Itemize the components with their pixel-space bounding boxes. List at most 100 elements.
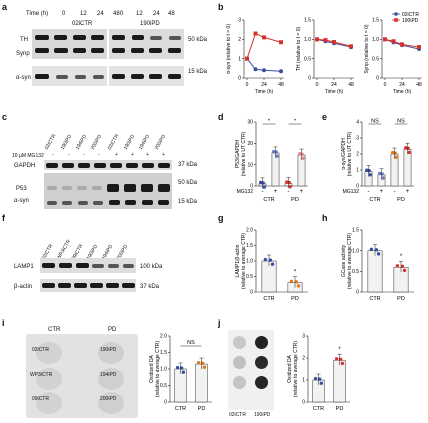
data-point — [400, 264, 405, 268]
lane-label: 12 — [136, 11, 143, 17]
chart-h: 0 0.5 1.0 1.5 GCase activity (relative to ave… — [341, 228, 414, 302]
treat-sign: - — [98, 152, 100, 158]
group-label: CTR — [263, 197, 274, 203]
legend-label: 02iCTR — [402, 12, 419, 18]
data-point — [294, 280, 299, 284]
treatment-label: MG132 — [237, 189, 254, 195]
x-tick-label: 48 — [348, 82, 354, 88]
bar — [403, 148, 412, 187]
data-point — [245, 56, 249, 61]
row-label-p53: P53 — [16, 186, 27, 192]
x-tick-label: PD — [397, 296, 405, 302]
y-axis-label: Oxidized DA — [287, 354, 293, 382]
treatment-label: 10 µM MG132 — [12, 153, 44, 159]
data-point — [317, 377, 322, 381]
chart-b2: 0 0.5 1.0 1.5TH (relative to t = 0) 0 24 48 Tim… — [296, 18, 354, 95]
data-point — [263, 257, 268, 262]
y-tick-label: 0.5 — [160, 383, 167, 389]
significance-label: NS — [371, 119, 379, 125]
x-tick-label: - — [368, 189, 370, 195]
sample-label: 02iCTR — [106, 133, 121, 151]
y-tick-label: 30 — [247, 120, 253, 126]
data-point — [406, 146, 410, 150]
y-tick-label: 1 — [238, 56, 241, 62]
panel-label-h: h — [322, 213, 328, 223]
y-tick-label: 1 — [302, 378, 305, 384]
panel-label-a: a — [2, 2, 8, 12]
data-point — [270, 262, 275, 266]
row-label-gapdh: GAPDH — [14, 163, 36, 169]
data-point — [275, 154, 279, 158]
y-tick-label: 4 — [356, 120, 359, 126]
significance-label: NS — [187, 340, 195, 346]
data-point — [391, 39, 396, 44]
lane-label: 24 — [153, 11, 160, 17]
dot-blot-membrane — [228, 330, 274, 410]
dot-label: 190iPD — [254, 412, 271, 418]
row-label-synp: Synp — [16, 51, 30, 57]
y-tick-label: 0 — [250, 290, 253, 296]
group-header: CTR — [48, 327, 61, 333]
y-tick-label: 0.5 — [352, 269, 359, 275]
chart-d: 0 10 20 30 P53/GAPDH (relative to UT CTR) - + - +… — [235, 119, 308, 203]
data-point — [301, 156, 305, 160]
y-tick-label: 2 — [302, 356, 305, 362]
series-line — [316, 38, 352, 47]
significance-label: * — [294, 270, 297, 276]
mw-label: 37 kDa — [178, 162, 198, 168]
data-point — [287, 180, 291, 185]
data-point — [289, 279, 294, 283]
row-label-th: TH — [20, 37, 28, 43]
y-tick-label: 1.5 — [160, 350, 167, 356]
treatment-label: MG132 — [343, 189, 360, 195]
x-tick-label: + — [300, 189, 304, 195]
blot-image — [109, 66, 184, 86]
y-axis-label: (relative to average CTR) — [293, 341, 299, 397]
data-point — [268, 258, 273, 262]
blot-image — [44, 173, 172, 209]
data-point — [374, 248, 379, 252]
series-line — [384, 38, 420, 48]
x-tick-label: PD — [198, 406, 206, 412]
x-tick-label: + — [406, 189, 410, 195]
blot-image — [44, 160, 172, 170]
data-point — [349, 44, 353, 49]
lane-label: 0 — [120, 11, 124, 17]
group-label: 190iPD — [140, 21, 160, 27]
data-point — [417, 45, 421, 50]
y-tick-label: 20 — [247, 141, 253, 147]
sample-label: 200iPD — [89, 133, 104, 151]
y-axis-label: (relative to average CTR) — [155, 341, 161, 397]
y-tick-label: 2 — [238, 37, 241, 43]
chart-i: 0 0.5 1.0 1.5 2.0 Oxidized DA (relative to ave… — [149, 334, 212, 412]
data-point — [393, 151, 397, 155]
data-point — [332, 40, 336, 45]
panel-label-f: f — [2, 213, 5, 223]
data-point — [279, 40, 283, 45]
data-point — [315, 37, 319, 42]
data-point — [376, 252, 381, 256]
data-point — [369, 247, 374, 251]
x-axis-label: Time (h) — [325, 89, 344, 95]
y-tick-label: 1.0 — [352, 248, 359, 254]
group-label: CTR — [369, 197, 380, 203]
x-tick-label: 24 — [261, 82, 267, 88]
treat-sign: + — [115, 152, 118, 158]
treat-sign: - — [52, 152, 54, 158]
data-point — [253, 67, 258, 72]
sample-label: 194iPD — [74, 133, 89, 151]
data-point — [400, 42, 404, 47]
treat-sign: + — [146, 152, 149, 158]
x-tick-label: 24 — [399, 82, 405, 88]
y-tick-label: 1.5 — [304, 18, 311, 24]
y-tick-label: 0 — [164, 400, 167, 406]
data-point — [394, 155, 398, 159]
x-axis-label: Time (h) — [393, 89, 412, 95]
y-tick-label: 1.0 — [304, 37, 311, 43]
data-point — [300, 152, 304, 156]
chart-e: 0 1 2 3 4 α-syn/GAPDH (relative to UT CTR) - + - +… — [341, 119, 414, 203]
row-label-lamp1: LAMP1 — [14, 264, 34, 270]
y-tick-label: 0 — [302, 400, 305, 406]
lane-label: 12 — [80, 11, 87, 17]
y-tick-label: 3 — [356, 136, 359, 142]
